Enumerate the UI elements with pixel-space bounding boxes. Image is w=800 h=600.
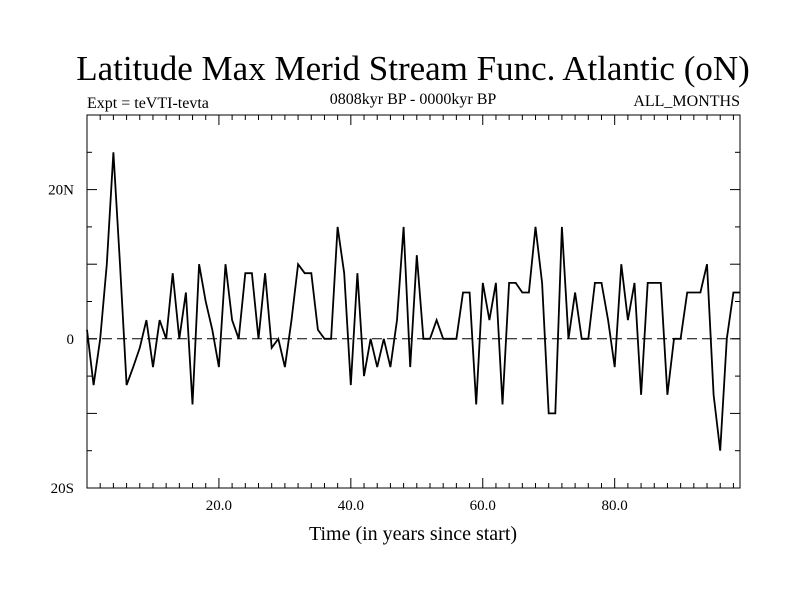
y-tick-label: 20N [48,183,74,199]
chart-title: Latitude Max Merid Stream Func. Atlantic… [76,49,750,88]
x-tick-label: 40.0 [338,498,364,514]
x-tick-label: 20.0 [206,498,232,514]
x-tick-label: 60.0 [470,498,496,514]
plot-area: 20.0 40.0 60.0 80.0 20N 0 20S [48,114,741,514]
x-axis-label: Time (in years since start) [309,523,517,545]
y-tick-label: 0 [67,332,75,348]
y-tick-label: 20S [51,481,74,497]
series-line [86,152,740,451]
subtitle-right: ALL_MONTHS [633,93,740,110]
subtitle-center: 0808kyr BP - 0000kyr BP [330,91,497,108]
subtitle-left: Expt = teVTI-tevta [87,95,209,112]
x-tick-label: 80.0 [602,498,628,514]
